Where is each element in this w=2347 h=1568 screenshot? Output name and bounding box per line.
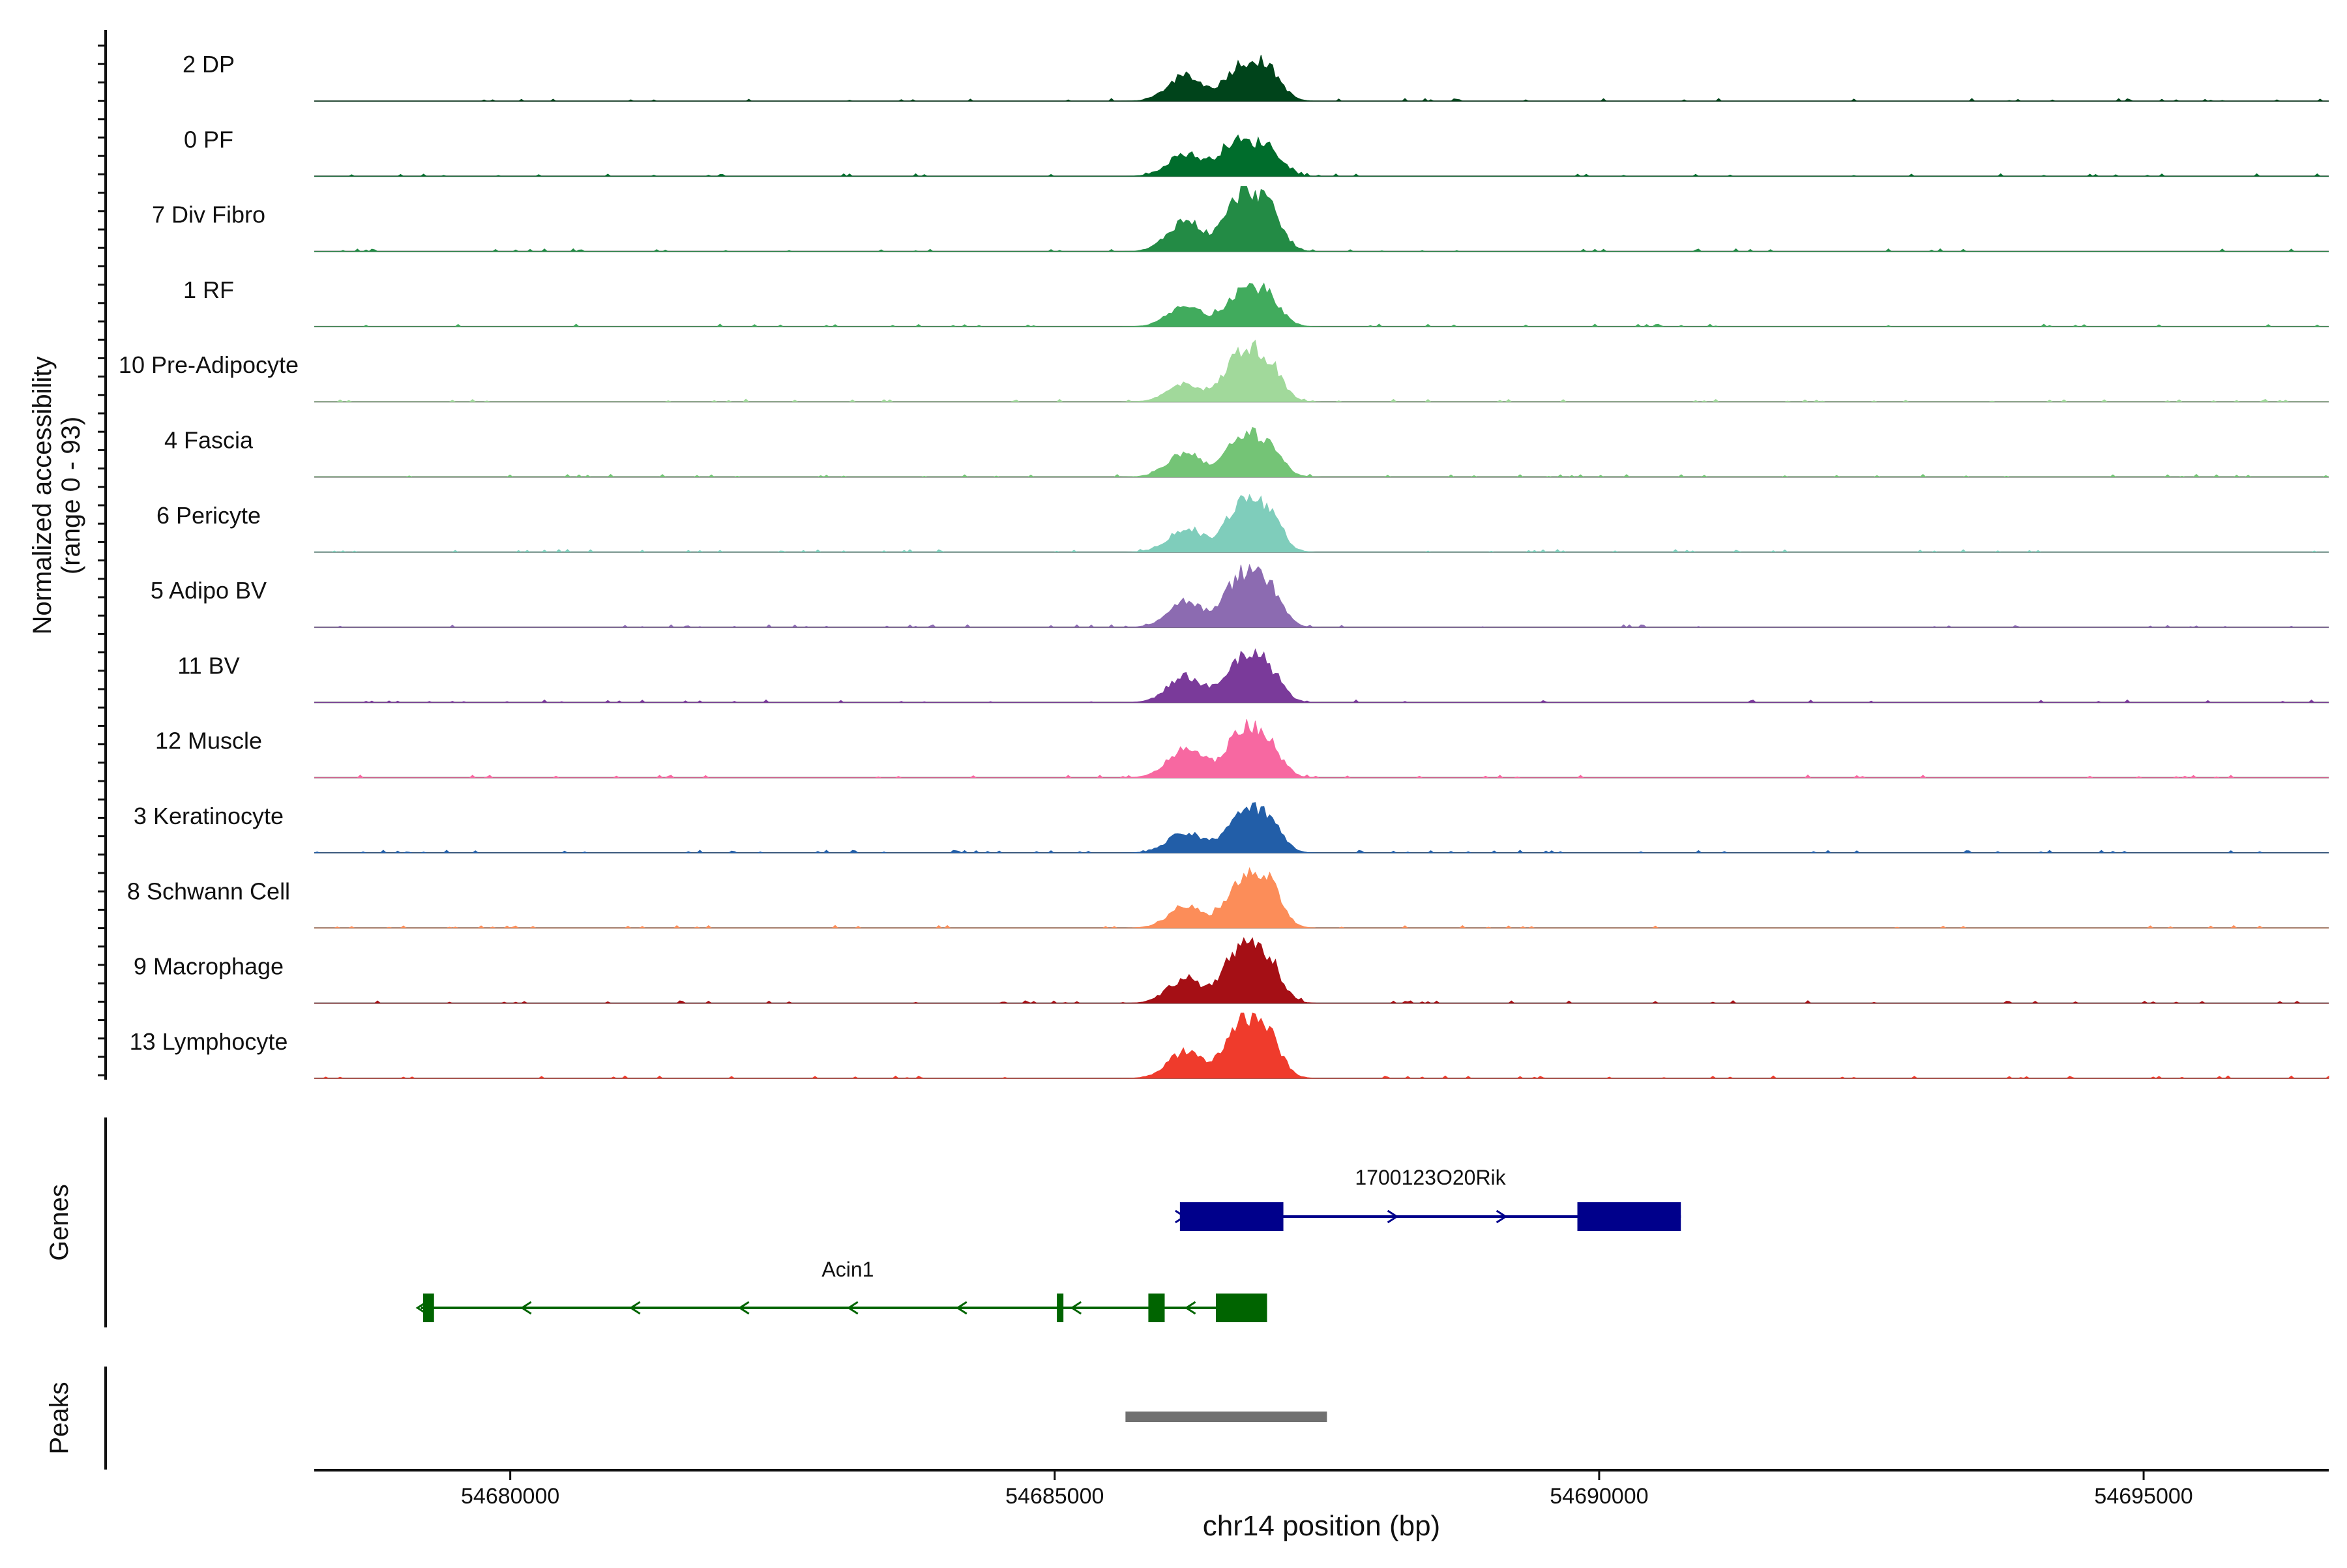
coverage-track: 0 PF: [184, 126, 2329, 177]
track-label: 11 BV: [177, 652, 239, 679]
gene-strand-arrow: [956, 1301, 967, 1315]
coverage-area: [314, 719, 2329, 778]
track-label: 10 Pre-Adipocyte: [119, 351, 299, 378]
coverage-tracks: 2 DP 0 PF 7 Div Fibro 1 RF 10 Pre-Adipocyte 4…: [119, 51, 2329, 1079]
coverage-area: [314, 937, 2329, 1004]
peak-regions: [1125, 1412, 1327, 1422]
track-label: 6 Pericyte: [156, 502, 261, 529]
track-label: 12 Muscle: [155, 728, 262, 754]
x-tick-label: 54680000: [461, 1484, 559, 1509]
coverage-area: [314, 802, 2329, 853]
gene-strand-arrow: [1387, 1209, 1399, 1224]
track-label: 2 DP: [183, 51, 235, 78]
track-label: 3 Keratinocyte: [134, 803, 284, 829]
gene-model: 1700123O20Rik: [1175, 1166, 1681, 1231]
coverage-track: 10 Pre-Adipocyte: [119, 340, 2329, 403]
track-label: 8 Schwann Cell: [127, 878, 290, 904]
coverage-area: [314, 563, 2329, 628]
coverage-area: [314, 494, 2329, 553]
coverage-area: [314, 648, 2329, 703]
coverage-ylabel-line1: Normalized accessibility: [28, 357, 57, 635]
gene-exon: [1148, 1294, 1165, 1322]
x-tick-label: 54695000: [2094, 1484, 2192, 1509]
coverage-track: 4 Fascia: [164, 426, 2329, 478]
gene-strand-arrow: [1070, 1301, 1082, 1315]
genes-panel-label: Genes: [45, 1184, 74, 1261]
gene-strand-arrow: [1184, 1301, 1196, 1315]
gene-annotations: 1700123O20Rik Acin1: [415, 1166, 1681, 1322]
gene-strand-arrow: [737, 1301, 750, 1315]
coverage-area: [314, 134, 2329, 177]
coverage-area: [314, 340, 2329, 402]
coverage-track: 12 Muscle: [155, 719, 2329, 778]
gene-name-label: Acin1: [821, 1258, 874, 1281]
coverage-area: [314, 1013, 2329, 1079]
coverage-area: [314, 426, 2329, 478]
coverage-track: 7 Div Fibro: [152, 186, 2329, 252]
track-label: 0 PF: [184, 126, 233, 153]
gene-exon: [1057, 1294, 1064, 1322]
x-tick-label: 54690000: [1550, 1484, 1648, 1509]
coverage-area: [314, 866, 2329, 928]
coverage-track: 13 Lymphocyte: [130, 1013, 2329, 1079]
gene-exon: [1577, 1202, 1681, 1231]
coverage-track: 11 BV: [177, 648, 2329, 703]
coverage-area: [314, 55, 2329, 102]
gene-model: Acin1: [415, 1258, 1267, 1322]
x-axis-label: chr14 position (bp): [1203, 1510, 1440, 1542]
gene-strand-arrow: [1496, 1209, 1508, 1224]
coverage-area: [314, 186, 2329, 252]
peaks-panel-label: Peaks: [45, 1382, 74, 1454]
gene-strand-arrow: [628, 1301, 641, 1315]
gene-strand-arrow: [415, 1301, 428, 1315]
gene-strand-arrow: [520, 1301, 532, 1315]
coverage-track: 2 DP: [183, 51, 2329, 102]
gene-strand-arrow: [847, 1301, 859, 1315]
gene-strand-arrow: [1175, 1209, 1187, 1224]
track-label: 7 Div Fibro: [152, 201, 265, 228]
x-axis: 54680000 54685000 54690000 54695000: [461, 1470, 2193, 1509]
coverage-track: 8 Schwann Cell: [127, 866, 2329, 929]
track-label: 5 Adipo BV: [151, 577, 267, 604]
gene-exon: [423, 1294, 434, 1322]
coverage-track: 6 Pericyte: [156, 494, 2329, 553]
track-label: 4 Fascia: [164, 427, 254, 454]
gene-exon: [1179, 1202, 1284, 1231]
track-label: 13 Lymphocyte: [130, 1028, 288, 1055]
track-label: 9 Macrophage: [134, 953, 284, 980]
gene-exon: [1215, 1294, 1267, 1322]
coverage-ylabel-line2: (range 0 - 93): [57, 417, 85, 574]
gene-name-label: 1700123O20Rik: [1355, 1166, 1506, 1189]
coverage-y-axis: [98, 30, 107, 1080]
track-label: 1 RF: [183, 276, 234, 303]
coverage-track: 3 Keratinocyte: [134, 802, 2329, 853]
x-tick-label: 54685000: [1005, 1484, 1104, 1509]
coverage-track: 1 RF: [183, 276, 2329, 327]
coverage-area: [314, 282, 2329, 327]
peak-region-bar: [1125, 1412, 1327, 1422]
coverage-track: 9 Macrophage: [134, 937, 2329, 1004]
coverage-track: 5 Adipo BV: [151, 563, 2329, 629]
